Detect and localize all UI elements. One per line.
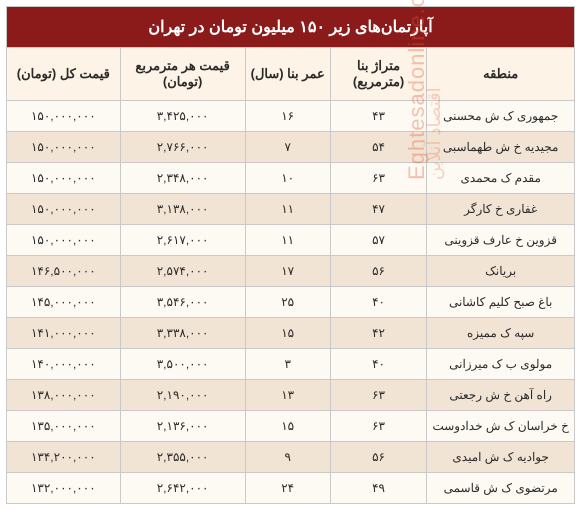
header-region: منطقه xyxy=(427,48,575,101)
table-row: مولوی ب ک میرزانی۴۰۳۳,۵۰۰,۰۰۰۱۴۰,۰۰۰,۰۰۰ xyxy=(7,349,575,380)
table-cell: ۲۵ xyxy=(245,287,330,318)
table-cell: ۴۷ xyxy=(330,194,427,225)
table-cell: ۵۷ xyxy=(330,225,427,256)
table-body: جمهوری ک ش محسنی۴۳۱۶۳,۴۲۵,۰۰۰۱۵۰,۰۰۰,۰۰۰… xyxy=(7,101,575,504)
table-cell: ۶۳ xyxy=(330,380,427,411)
table-cell: ۱۵ xyxy=(245,411,330,442)
table-cell: ۱۶ xyxy=(245,101,330,132)
header-price-sqm: قیمت هر مترمربع (تومان) xyxy=(120,48,245,101)
table-cell: ۳,۵۰۰,۰۰۰ xyxy=(120,349,245,380)
table-cell: ۱۵۰,۰۰۰,۰۰۰ xyxy=(7,101,121,132)
table-cell: ۲,۷۶۶,۰۰۰ xyxy=(120,132,245,163)
table-row: خ خراسان ک ش خدادوست۶۳۱۵۲,۱۳۶,۰۰۰۱۳۵,۰۰۰… xyxy=(7,411,575,442)
header-price-total: قیمت کل (تومان) xyxy=(7,48,121,101)
table-cell: ۱۴۶,۵۰۰,۰۰۰ xyxy=(7,256,121,287)
table-cell: ۴۳ xyxy=(330,101,427,132)
table-cell: ۱۵ xyxy=(245,318,330,349)
table-row: راه آهن خ ش رجعتی۶۳۱۳۲,۱۹۰,۰۰۰۱۳۸,۰۰۰,۰۰… xyxy=(7,380,575,411)
table-cell: ۲,۶۴۲,۰۰۰ xyxy=(120,473,245,504)
table-row: مقدم ک محمدی۶۳۱۰۲,۳۴۸,۰۰۰۱۵۰,۰۰۰,۰۰۰ xyxy=(7,163,575,194)
table-row: سپه ک ممیزه۴۲۱۵۳,۳۳۸,۰۰۰۱۴۱,۰۰۰,۰۰۰ xyxy=(7,318,575,349)
table-row: غفاری خ کارگر۴۷۱۱۳,۱۳۸,۰۰۰۱۵۰,۰۰۰,۰۰۰ xyxy=(7,194,575,225)
table-cell: ۱۵۰,۰۰۰,۰۰۰ xyxy=(7,163,121,194)
apartments-table: آپارتمان‌های زیر ۱۵۰ میلیون تومان در تهر… xyxy=(6,6,575,504)
table-cell: باغ صبح کلیم کاشانی xyxy=(427,287,575,318)
table-cell: ۱۴۱,۰۰۰,۰۰۰ xyxy=(7,318,121,349)
table-cell: ۱۱ xyxy=(245,225,330,256)
table-cell: ۱۵۰,۰۰۰,۰۰۰ xyxy=(7,132,121,163)
table-cell: ۱۳۵,۰۰۰,۰۰۰ xyxy=(7,411,121,442)
table-cell: مرتضوی ک ش قاسمی xyxy=(427,473,575,504)
table-cell: ۵۴ xyxy=(330,132,427,163)
table-cell: ۲,۳۴۸,۰۰۰ xyxy=(120,163,245,194)
table-cell: ۱۰ xyxy=(245,163,330,194)
table-cell: ۱۳ xyxy=(245,380,330,411)
table-cell: ۷ xyxy=(245,132,330,163)
table-cell: جوادیه ک ش امیدی xyxy=(427,442,575,473)
table-cell: راه آهن خ ش رجعتی xyxy=(427,380,575,411)
header-age: عمر بنا (سال) xyxy=(245,48,330,101)
table-row: مجیدیه خ ش طهماسبی۵۴۷۲,۷۶۶,۰۰۰۱۵۰,۰۰۰,۰۰… xyxy=(7,132,575,163)
table-cell: جمهوری ک ش محسنی xyxy=(427,101,575,132)
table-cell: ۴۰ xyxy=(330,287,427,318)
table-row: قزوین خ عارف قزوینی۵۷۱۱۲,۶۱۷,۰۰۰۱۵۰,۰۰۰,… xyxy=(7,225,575,256)
table-cell: ۱۱ xyxy=(245,194,330,225)
table-cell: غفاری خ کارگر xyxy=(427,194,575,225)
table-cell: ۲,۱۳۶,۰۰۰ xyxy=(120,411,245,442)
table-cell: ۳,۴۲۵,۰۰۰ xyxy=(120,101,245,132)
table-cell: ۲,۶۱۷,۰۰۰ xyxy=(120,225,245,256)
table-container: آپارتمان‌های زیر ۱۵۰ میلیون تومان در تهر… xyxy=(0,0,581,510)
table-cell: سپه ک ممیزه xyxy=(427,318,575,349)
table-cell: ۱۵۰,۰۰۰,۰۰۰ xyxy=(7,194,121,225)
header-area: متراژ بنا (مترمربع) xyxy=(330,48,427,101)
table-row: جوادیه ک ش امیدی۵۶۹۲,۳۵۵,۰۰۰۱۳۴,۲۰۰,۰۰۰ xyxy=(7,442,575,473)
table-cell: ۳,۳۳۸,۰۰۰ xyxy=(120,318,245,349)
table-cell: ۴۹ xyxy=(330,473,427,504)
table-cell: ۱۴۵,۰۰۰,۰۰۰ xyxy=(7,287,121,318)
table-cell: ۱۵۰,۰۰۰,۰۰۰ xyxy=(7,225,121,256)
table-cell: ۵۶ xyxy=(330,256,427,287)
table-row: جمهوری ک ش محسنی۴۳۱۶۳,۴۲۵,۰۰۰۱۵۰,۰۰۰,۰۰۰ xyxy=(7,101,575,132)
table-cell: ۲,۱۹۰,۰۰۰ xyxy=(120,380,245,411)
table-cell: ۵۶ xyxy=(330,442,427,473)
table-cell: ۲۴ xyxy=(245,473,330,504)
table-cell: ۱۳۴,۲۰۰,۰۰۰ xyxy=(7,442,121,473)
table-cell: بریانک xyxy=(427,256,575,287)
table-cell: خ خراسان ک ش خدادوست xyxy=(427,411,575,442)
table-cell: ۴۰ xyxy=(330,349,427,380)
table-row: باغ صبح کلیم کاشانی۴۰۲۵۳,۵۴۶,۰۰۰۱۴۵,۰۰۰,… xyxy=(7,287,575,318)
table-cell: ۲,۵۷۴,۰۰۰ xyxy=(120,256,245,287)
table-row: بریانک۵۶۱۷۲,۵۷۴,۰۰۰۱۴۶,۵۰۰,۰۰۰ xyxy=(7,256,575,287)
table-cell: ۳,۵۴۶,۰۰۰ xyxy=(120,287,245,318)
table-title: آپارتمان‌های زیر ۱۵۰ میلیون تومان در تهر… xyxy=(7,7,575,48)
table-row: مرتضوی ک ش قاسمی۴۹۲۴۲,۶۴۲,۰۰۰۱۳۲,۰۰۰,۰۰۰ xyxy=(7,473,575,504)
table-cell: ۱۳۸,۰۰۰,۰۰۰ xyxy=(7,380,121,411)
table-cell: قزوین خ عارف قزوینی xyxy=(427,225,575,256)
table-cell: مجیدیه خ ش طهماسبی xyxy=(427,132,575,163)
table-cell: مقدم ک محمدی xyxy=(427,163,575,194)
table-cell: ۹ xyxy=(245,442,330,473)
table-cell: ۲,۳۵۵,۰۰۰ xyxy=(120,442,245,473)
table-cell: ۶۳ xyxy=(330,163,427,194)
table-cell: ۱۴۰,۰۰۰,۰۰۰ xyxy=(7,349,121,380)
table-cell: ۴۲ xyxy=(330,318,427,349)
header-row: منطقه متراژ بنا (مترمربع) عمر بنا (سال) … xyxy=(7,48,575,101)
table-cell: ۱۷ xyxy=(245,256,330,287)
table-cell: ۱۳۲,۰۰۰,۰۰۰ xyxy=(7,473,121,504)
table-cell: ۳,۱۳۸,۰۰۰ xyxy=(120,194,245,225)
table-cell: ۶۳ xyxy=(330,411,427,442)
table-cell: ۳ xyxy=(245,349,330,380)
title-row: آپارتمان‌های زیر ۱۵۰ میلیون تومان در تهر… xyxy=(7,7,575,48)
table-cell: مولوی ب ک میرزانی xyxy=(427,349,575,380)
